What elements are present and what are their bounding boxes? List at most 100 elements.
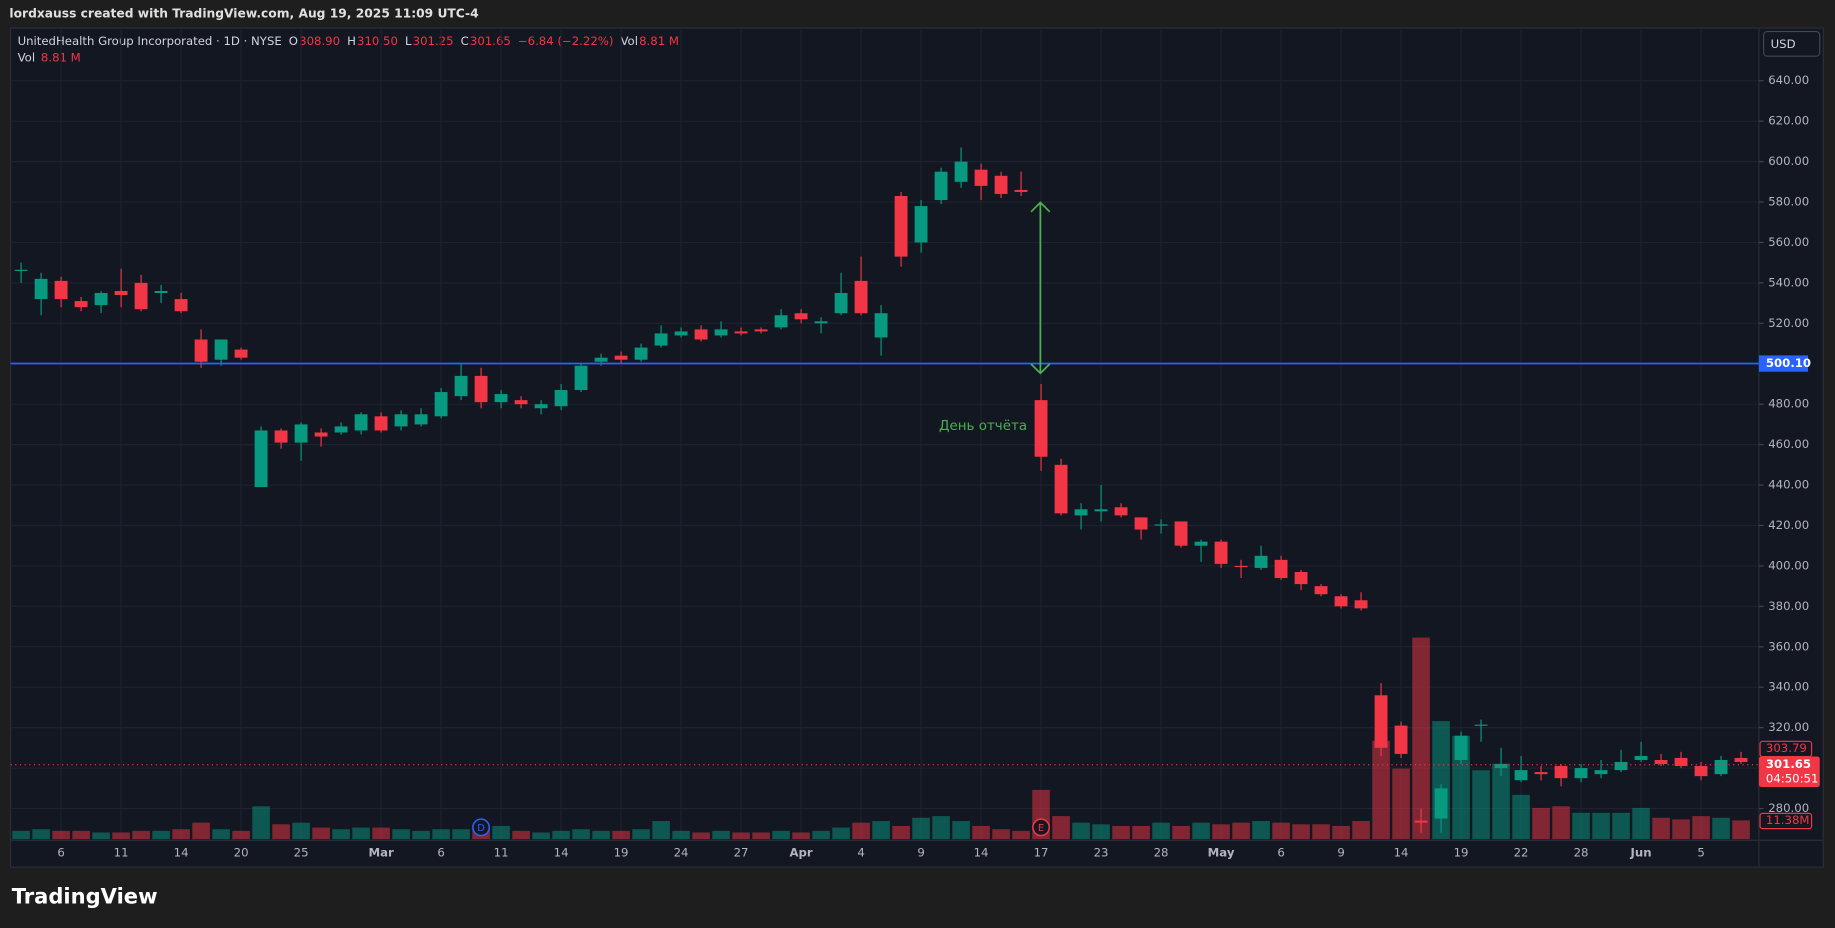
volume-bar xyxy=(972,825,990,840)
volume-bar xyxy=(552,830,570,840)
annotation-arrow xyxy=(1030,201,1051,375)
volume-bar xyxy=(1732,820,1750,840)
candle-body xyxy=(1554,766,1568,779)
candle-body xyxy=(574,365,588,391)
volume-bar xyxy=(312,827,330,840)
y-tick-label: 580.00 xyxy=(1768,195,1809,209)
volume-bar xyxy=(172,829,190,840)
volume-bar xyxy=(1112,825,1130,840)
candle-body xyxy=(1434,788,1448,819)
candle-body xyxy=(894,195,908,257)
caption: lordxauss created with TradingView.com, … xyxy=(9,7,478,21)
candle-body xyxy=(954,161,968,182)
candle-body xyxy=(154,290,168,294)
volume-bar xyxy=(712,830,730,840)
candle-body xyxy=(1034,400,1048,457)
candle-body xyxy=(654,333,668,346)
x-tick-label: 5 xyxy=(1697,846,1704,860)
legend-title: UnitedHealth Group Incorporated · 1D · N… xyxy=(18,33,282,47)
x-tick-label: 23 xyxy=(1094,846,1109,860)
event-marker-label: E xyxy=(1038,823,1044,834)
currency[interactable]: USD xyxy=(1771,37,1796,51)
candle-body xyxy=(374,416,388,431)
candle-body xyxy=(594,357,608,362)
x-tick-label: 28 xyxy=(1154,846,1169,860)
logo: TradingView xyxy=(12,884,158,909)
volume-bar xyxy=(292,822,310,840)
volume-label: 11.38M xyxy=(1766,813,1810,827)
candle-body xyxy=(434,392,448,417)
volume-bar xyxy=(1352,821,1370,840)
x-tick-label: 20 xyxy=(234,846,249,860)
legend-key: O xyxy=(289,33,298,47)
volume-bar xyxy=(372,827,390,840)
event-marker xyxy=(1032,818,1051,837)
candle-body xyxy=(454,375,468,397)
x-tick-label: 11 xyxy=(494,846,509,860)
candle-body xyxy=(1514,770,1528,781)
candle-body xyxy=(1114,507,1128,516)
volume-bar xyxy=(672,830,690,840)
y-tick-label: 440.00 xyxy=(1768,478,1809,492)
candle-body xyxy=(534,404,548,409)
candle-body xyxy=(1714,759,1728,775)
x-tick-label: 4 xyxy=(857,846,864,860)
candle-body xyxy=(854,280,868,314)
x-tick-label: Apr xyxy=(789,846,812,860)
volume-bar xyxy=(52,830,70,840)
candle-body xyxy=(1414,820,1428,823)
x-tick-label: 22 xyxy=(1514,846,1529,860)
x-tick-label: 6 xyxy=(437,846,444,860)
y-tick-label: 620.00 xyxy=(1768,114,1809,128)
volume-bar xyxy=(1472,770,1490,840)
candle-body xyxy=(1234,565,1248,568)
candle-body xyxy=(814,321,828,324)
candle-body xyxy=(1054,464,1068,514)
candle-body xyxy=(1174,521,1188,546)
volume-bar xyxy=(912,817,930,840)
candle-body xyxy=(1494,764,1508,769)
y-tick-label: 280.00 xyxy=(1768,801,1809,815)
candle-body xyxy=(1594,770,1608,775)
candle-body xyxy=(554,390,568,407)
volume-bar xyxy=(132,830,150,840)
volume-bar xyxy=(612,830,630,840)
candle-body xyxy=(1534,772,1548,775)
volume-bar xyxy=(252,806,270,840)
candle-body xyxy=(1154,524,1168,526)
candle-body xyxy=(314,432,328,437)
volume-bar xyxy=(892,825,910,840)
candle-body xyxy=(714,329,728,336)
volume-bar xyxy=(272,824,290,840)
candle-body xyxy=(74,301,88,308)
currency-button[interactable] xyxy=(1762,31,1821,57)
candle-body xyxy=(694,329,708,340)
volume-bar xyxy=(1092,824,1110,840)
candle-body xyxy=(94,293,108,306)
volume-bar xyxy=(192,822,210,840)
legend-key: H xyxy=(347,33,356,47)
volume-bar xyxy=(92,832,110,840)
candle-body xyxy=(614,355,628,360)
volume-bar xyxy=(632,829,650,840)
candle-body xyxy=(794,313,808,320)
volume-bar xyxy=(212,829,230,840)
y-tick-label: 480.00 xyxy=(1768,397,1809,411)
x-tick-label: 6 xyxy=(57,846,64,860)
y-tick-label: 600.00 xyxy=(1768,154,1809,168)
chart-panel xyxy=(9,27,1824,868)
volume-bar xyxy=(1172,825,1190,840)
x-tick-label: 14 xyxy=(1394,846,1409,860)
volume-bar xyxy=(352,827,370,840)
volume-bar xyxy=(792,832,810,840)
volume-bar xyxy=(872,821,890,840)
volume-bar xyxy=(1452,735,1470,840)
y-tick-label: 560.00 xyxy=(1768,235,1809,249)
volume-bar xyxy=(652,821,670,840)
volume-bar xyxy=(692,832,710,840)
candle-body xyxy=(1194,541,1208,546)
candle-body xyxy=(1734,757,1748,762)
volume-bar xyxy=(1512,794,1530,840)
volume-bar xyxy=(1312,824,1330,840)
volume-bar xyxy=(1272,822,1290,840)
